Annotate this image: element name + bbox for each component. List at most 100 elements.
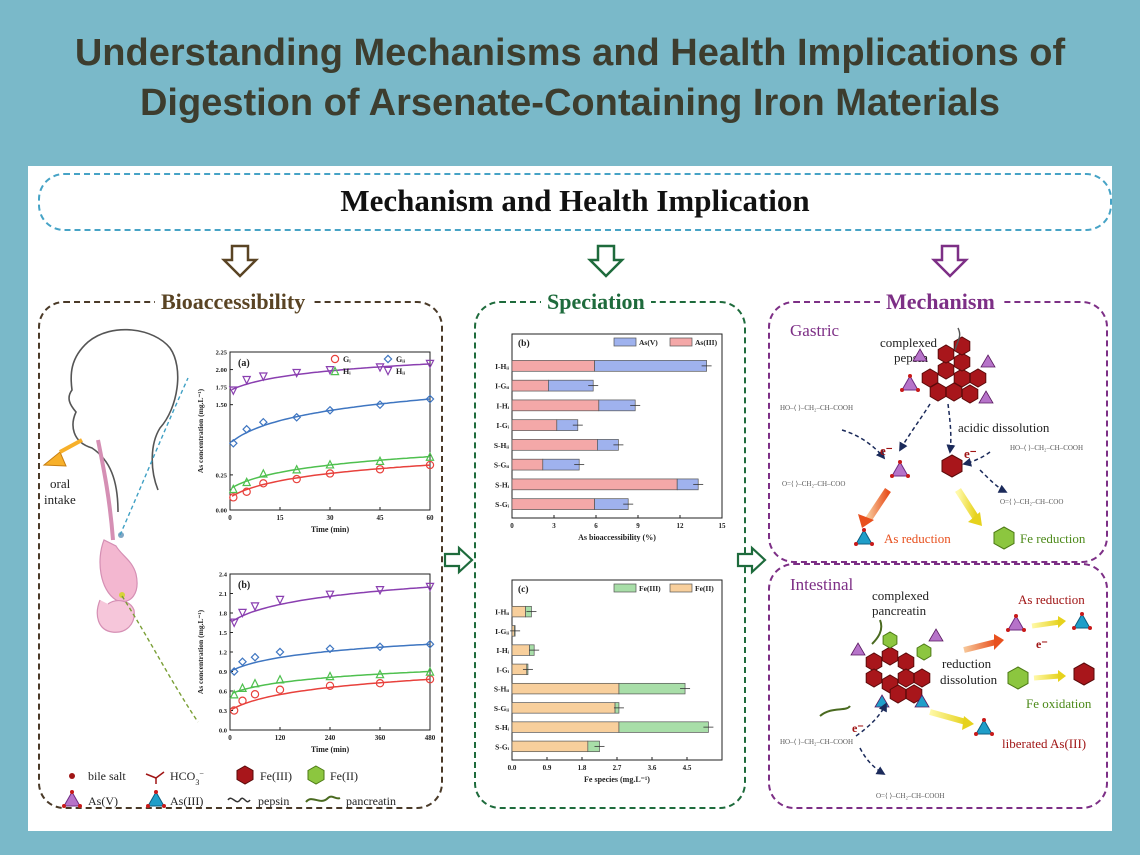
data-point bbox=[229, 618, 239, 628]
x-tick-label: 0.9 bbox=[543, 764, 552, 772]
legend-entry: Fe(II) bbox=[695, 584, 714, 593]
bar-Fe(II) bbox=[511, 605, 526, 618]
bar-As(V) bbox=[542, 458, 580, 471]
data-point bbox=[242, 476, 252, 487]
pancreatin-icon bbox=[305, 795, 341, 803]
complexed-pancreatin-line2: pancreatin bbox=[872, 603, 927, 618]
y-tick-label: 2.25 bbox=[216, 350, 228, 357]
series-line-Gᵢ bbox=[231, 464, 431, 497]
x-tick-label: 9 bbox=[636, 522, 640, 530]
main-title-line2: Digestion of Arsenate-Containing Iron Ma… bbox=[139, 82, 1000, 124]
main-title: Understanding Mechanisms and Health Impl… bbox=[0, 28, 1140, 128]
category-label: I-Hᵢᵢ bbox=[495, 362, 510, 371]
as3-particle-intestinal bbox=[1072, 612, 1092, 630]
legend-fe3: Fe(III) bbox=[260, 769, 292, 783]
ligand-gastric-left: HO–⟨ ⟩–CH₂–CH–COOH bbox=[780, 404, 853, 412]
x-axis-label: Time (min) bbox=[311, 525, 350, 534]
fe3-hexagon bbox=[889, 684, 907, 704]
data-point bbox=[375, 586, 385, 596]
as-triangle bbox=[850, 642, 866, 656]
legend-marker bbox=[383, 366, 393, 376]
x-tick-label: 3.6 bbox=[648, 764, 657, 772]
bar-As(V) bbox=[594, 498, 629, 510]
data-point bbox=[238, 696, 247, 705]
x-tick-label: 0 bbox=[510, 522, 514, 530]
legend-bile-salt: bile salt bbox=[88, 769, 126, 783]
complexed-pepsin-line1: complexed bbox=[880, 335, 938, 350]
series-line-Gᵢ bbox=[231, 678, 431, 710]
legend-entry: Gᵢ bbox=[343, 355, 351, 364]
liberated-as3-label: liberated As(III) bbox=[1002, 736, 1086, 751]
x-tick-label: 2.7 bbox=[613, 764, 622, 772]
fe3-hexagon bbox=[937, 360, 955, 380]
data-point bbox=[375, 679, 385, 688]
category-label: S-Hᵢ bbox=[495, 480, 510, 489]
complexed-pancreatin-line1: complexed bbox=[872, 588, 930, 603]
bar-As(III) bbox=[511, 498, 595, 510]
y-tick-label: 0.0 bbox=[219, 728, 227, 735]
data-point bbox=[275, 647, 285, 657]
x-axis-label: As bioaccessibility (%) bbox=[578, 533, 656, 542]
chart-b-left: 0 120 240 360 480 0.0 0.3 0.6 0.9 1.2 1.5 1.8 2.1 2.4… bbox=[196, 572, 436, 755]
fe3-hexagon bbox=[929, 382, 947, 402]
human-digestive-illustration: oral intake bbox=[42, 328, 199, 723]
bioaccessibility-title: Bioaccessibility bbox=[155, 289, 312, 315]
bar-As(III) bbox=[511, 360, 595, 372]
legend-entry: Hᵢ bbox=[343, 367, 351, 376]
fe3-mineral-cluster-intestinal bbox=[850, 628, 944, 708]
x-tick-label: 45 bbox=[377, 514, 385, 522]
data-point bbox=[275, 685, 285, 694]
x-tick-label: 15 bbox=[277, 514, 285, 522]
bar-As(V) bbox=[594, 360, 707, 372]
series-line-Gᵢᵢ bbox=[231, 398, 431, 443]
bar-Fe(II) bbox=[511, 644, 530, 656]
data-point bbox=[250, 678, 260, 688]
data-point bbox=[242, 375, 252, 386]
fe3-hexagon bbox=[913, 668, 931, 688]
data-point bbox=[425, 359, 435, 369]
legend-swatch bbox=[669, 337, 693, 347]
oral-intake-label-line1: oral bbox=[50, 476, 71, 491]
bar-As(V) bbox=[548, 379, 594, 392]
fe3-hexagon bbox=[905, 684, 923, 704]
as-reduction-gastric: As reduction bbox=[884, 531, 951, 546]
data-point bbox=[292, 464, 302, 474]
data-point bbox=[242, 424, 252, 434]
main-title-line1: Understanding Mechanisms and Health Impl… bbox=[74, 32, 1066, 74]
data-point bbox=[425, 460, 435, 470]
fe3-hexagon bbox=[897, 668, 915, 688]
as-triangle bbox=[978, 390, 994, 404]
electron-intestinal-1: e⁻ bbox=[1036, 637, 1048, 651]
x-axis-label: Fe species (mg.L⁻¹) bbox=[584, 775, 650, 784]
data-point bbox=[325, 366, 335, 376]
legend-marker bbox=[383, 354, 393, 364]
data-point bbox=[325, 469, 335, 478]
y-tick-label: 0.3 bbox=[219, 708, 228, 715]
data-point bbox=[258, 468, 268, 478]
ligand-intestinal-left: HO–⟨ ⟩–CH₂–CH–COOH bbox=[780, 738, 853, 746]
legend-entry: Fe(III) bbox=[639, 584, 661, 593]
y-tick-label: 0.25 bbox=[216, 472, 228, 479]
data-point bbox=[237, 682, 248, 692]
pepsin-icon bbox=[227, 797, 251, 803]
legend-hco3: HCO3− bbox=[170, 769, 204, 787]
y-tick-label: 0.00 bbox=[216, 508, 227, 515]
data-point bbox=[258, 372, 268, 382]
x-tick-label: 0 bbox=[228, 514, 232, 522]
fe3-hexagon bbox=[897, 652, 915, 672]
y-tick-label: 1.8 bbox=[219, 611, 228, 618]
category-label: I-Hᵢᵢ bbox=[495, 608, 510, 617]
x-tick-label: 60 bbox=[427, 514, 435, 522]
x-tick-label: 120 bbox=[275, 734, 286, 742]
oral-intake-label-line2: intake bbox=[44, 492, 76, 507]
fe3-hexagon bbox=[961, 384, 979, 404]
data-point bbox=[229, 667, 239, 676]
gastric-mechanism: Gastric complexed pepsin HO–⟨ ⟩–CH₂–CH–C… bbox=[780, 321, 1086, 550]
x-axis-label: Time (min) bbox=[311, 745, 350, 754]
data-point bbox=[250, 652, 260, 662]
data-point bbox=[325, 671, 335, 681]
as3-icon bbox=[146, 790, 166, 808]
as3-particle-gastric bbox=[854, 528, 874, 546]
x-tick-label: 6 bbox=[594, 522, 598, 530]
plot-frame bbox=[229, 351, 431, 511]
